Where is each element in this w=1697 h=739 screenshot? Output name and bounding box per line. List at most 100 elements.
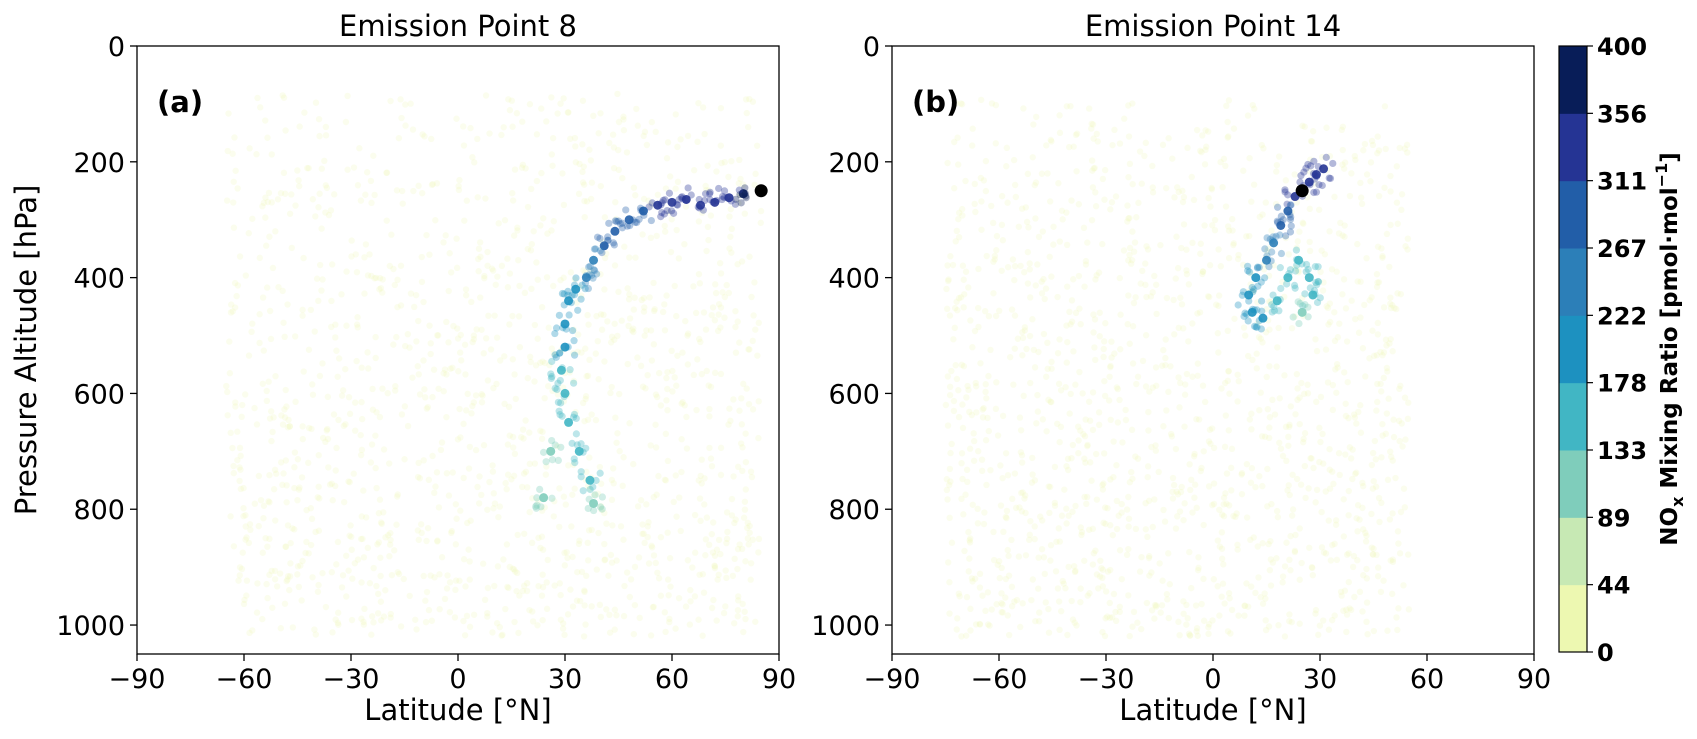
background-point	[1052, 568, 1060, 575]
background-point	[272, 517, 279, 524]
background-point	[1345, 512, 1352, 519]
background-point	[613, 557, 620, 564]
background-point	[431, 574, 438, 581]
background-point	[1355, 329, 1363, 336]
background-point	[948, 367, 955, 375]
background-point	[449, 469, 456, 476]
background-point	[383, 169, 390, 177]
plume-halo-point	[554, 398, 562, 406]
background-point	[443, 371, 450, 378]
background-point	[965, 568, 972, 575]
background-point	[1205, 438, 1213, 445]
background-point	[1312, 610, 1319, 617]
plume-halo-point	[572, 430, 580, 438]
background-point	[1073, 168, 1080, 175]
background-point	[747, 576, 754, 583]
background-point	[453, 115, 460, 122]
background-point	[236, 464, 243, 471]
background-point	[1262, 626, 1270, 634]
background-point	[1040, 554, 1048, 561]
background-point	[978, 456, 986, 463]
background-point	[1316, 622, 1324, 629]
background-point	[1132, 294, 1139, 301]
background-point	[243, 534, 250, 541]
background-point	[322, 438, 329, 446]
background-point	[673, 312, 680, 320]
background-point	[1033, 420, 1040, 427]
background-point	[1400, 485, 1408, 492]
background-point	[416, 391, 424, 398]
background-point	[1232, 513, 1239, 521]
background-point	[709, 549, 717, 556]
background-point	[1305, 485, 1312, 492]
plume-halo-point	[557, 443, 565, 451]
background-point	[990, 528, 997, 536]
background-point	[985, 372, 992, 380]
background-point	[576, 160, 583, 168]
background-point	[580, 181, 588, 188]
background-point	[984, 621, 992, 628]
background-point	[556, 485, 563, 492]
background-point	[611, 606, 619, 613]
background-point	[667, 583, 674, 590]
background-point	[349, 575, 356, 582]
background-point	[944, 373, 952, 380]
plume-halo-point	[659, 196, 667, 204]
background-point	[262, 214, 269, 221]
background-point	[1198, 464, 1205, 472]
background-point	[1173, 488, 1180, 495]
background-point	[391, 281, 399, 289]
background-point	[1333, 389, 1340, 396]
background-point	[1045, 605, 1052, 613]
background-point	[1358, 200, 1366, 208]
plume-halo-point	[594, 233, 602, 241]
plume-halo-point	[732, 195, 740, 203]
background-point	[1390, 433, 1398, 441]
background-point	[509, 356, 517, 363]
background-point	[1151, 615, 1158, 622]
plume-halo-point	[548, 357, 556, 366]
plume-halo-point	[1234, 301, 1242, 309]
background-point	[1054, 585, 1062, 592]
background-point	[1381, 103, 1389, 110]
background-point	[748, 473, 756, 481]
background-point	[1108, 338, 1115, 345]
background-point	[1243, 233, 1250, 240]
background-point	[266, 499, 273, 506]
background-point	[1308, 564, 1316, 571]
background-point	[1139, 357, 1147, 365]
background-point	[454, 325, 461, 332]
plume-halo-point	[622, 206, 630, 214]
background-point	[1402, 436, 1409, 443]
background-point	[743, 385, 750, 392]
plume-halo-point	[591, 245, 600, 253]
background-point	[1064, 631, 1071, 639]
background-point	[1228, 464, 1235, 472]
background-point	[670, 498, 677, 506]
background-point	[1325, 517, 1332, 524]
background-point	[657, 534, 665, 541]
background-point	[253, 421, 261, 428]
background-point	[741, 608, 748, 615]
plume-halo-point	[684, 184, 692, 192]
background-point	[1095, 585, 1102, 592]
background-point	[1116, 608, 1123, 616]
background-point	[496, 357, 504, 364]
background-point	[1333, 268, 1340, 275]
background-point	[435, 385, 442, 392]
background-point	[983, 395, 990, 402]
background-point	[695, 335, 703, 343]
background-point	[1352, 470, 1359, 478]
background-point	[1046, 198, 1054, 205]
background-point	[605, 572, 612, 579]
background-point	[580, 633, 588, 640]
background-point	[1296, 394, 1303, 401]
background-point	[513, 569, 521, 577]
background-point	[753, 142, 761, 149]
background-point	[1008, 306, 1016, 313]
background-point	[279, 421, 287, 428]
background-point	[981, 307, 989, 315]
background-point	[409, 126, 417, 133]
background-point	[1163, 590, 1171, 598]
plume-halo-point	[558, 412, 566, 420]
